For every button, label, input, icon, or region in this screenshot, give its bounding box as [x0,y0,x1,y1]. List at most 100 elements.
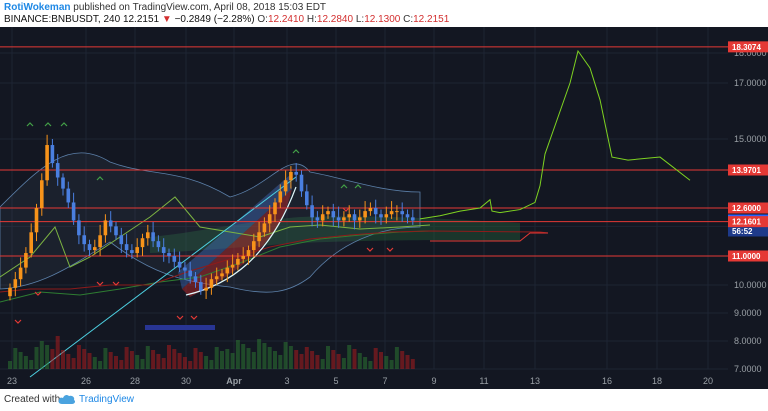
date-tick-label: 16 [602,376,612,386]
volume-bar [394,347,399,369]
price-tag-label: 13.9701 [732,166,761,175]
price-tag: 13.9701 [728,164,768,176]
candle-body [257,232,261,242]
date-tick-label: 7 [382,376,387,386]
candle-body [289,171,293,181]
volume-bars [8,336,415,369]
price-change: −0.2849 (−2.28%) [174,14,255,25]
date-tick-label: 28 [130,376,140,386]
candle-body [220,273,224,277]
publish-info: published on TradingView.com, April 08, … [73,2,327,13]
volume-bar [310,351,315,369]
signal-down-icon [386,247,394,252]
candle-body [315,217,320,221]
down-arrow-icon: ▼ [161,14,172,25]
open-value: 12.2410 [267,14,305,25]
volume-bar [299,354,304,369]
candle-body [352,214,357,221]
candle-body [40,180,44,208]
signal-down-icon [190,315,198,320]
signal-up-icon [26,122,34,127]
volume-bar [61,350,65,369]
candle-body [108,220,113,227]
candle-body [114,226,118,236]
volume-bar [18,352,23,369]
candle-body [119,235,124,245]
volume-bar [379,352,383,369]
signal-up-icon [60,122,68,127]
volume-bar [241,344,246,369]
volume-bar [114,356,118,369]
volume-bar [76,345,81,369]
candle-body [193,276,198,283]
candle-body [358,217,362,221]
candle-body [310,205,314,218]
volume-bar [172,349,177,369]
volume-bar [45,345,50,369]
author-link[interactable]: RotiWokeman [4,2,71,13]
candle-body [146,232,150,239]
volume-bar [347,345,352,369]
price-tag: 56:52 [728,225,768,237]
candle-body [24,253,28,268]
candle-body [305,191,309,206]
signal-down-icon [34,291,42,296]
volume-bar [273,351,277,369]
candle-body [130,250,134,254]
date-tick-label: 9 [431,376,436,386]
volume-bar [50,349,55,369]
signal-markers [14,122,394,324]
candle-body [400,211,404,215]
candle-body [209,279,214,288]
signal-up-icon [354,184,362,189]
volume-bar [34,347,39,369]
volume-bar [251,352,256,369]
candle-body [241,256,245,259]
candle-body [188,270,192,277]
candle-body [172,256,177,262]
volume-bar [188,361,193,369]
date-tick-label: 11 [479,376,488,386]
volume-bar [8,361,12,369]
volume-bar [336,354,341,369]
volume-bar [257,339,262,369]
candle-body [225,267,230,274]
volume-bar [204,356,209,369]
candle-body [326,211,330,215]
candle-body [320,214,325,221]
volume-bar [331,350,336,369]
date-tick-label: 23 [7,376,17,386]
volume-bar [151,350,156,369]
candle-body [336,217,341,221]
candle-body [45,145,49,181]
volume-bar [119,360,124,369]
candle-body [273,202,277,215]
close-label: C: [403,14,414,25]
tradingview-link[interactable]: TradingView [79,394,135,405]
volume-bar [98,361,103,369]
price-chart[interactable]: 18.000017.000015.000012.000010.00009.000… [0,27,768,389]
candle-body [405,214,410,218]
bollinger-band [0,152,421,293]
candle-body [82,235,86,245]
candle-body [161,247,166,254]
volume-bar [246,348,251,369]
candle-body [214,276,219,280]
price-tag: 12.1601 [728,216,768,228]
volume-bar [145,346,150,369]
price-tick-label: 9.0000 [734,308,762,318]
candle-body [55,163,60,178]
volume-bar [23,356,28,369]
date-tick-label: 3 [284,376,289,386]
volume-bar [283,342,288,369]
candle-body [373,208,378,215]
price-tag-bg [728,216,768,228]
candle-body [167,253,171,256]
candle-body [267,214,272,224]
volume-bar [209,360,214,369]
candle-body [156,241,161,248]
price-tag-label: 56:52 [732,227,753,236]
chart-canvas[interactable]: 18.000017.000015.000012.000010.00009.000… [0,27,768,389]
signal-up-icon [96,176,104,181]
close-value: 12.2151 [413,14,450,25]
